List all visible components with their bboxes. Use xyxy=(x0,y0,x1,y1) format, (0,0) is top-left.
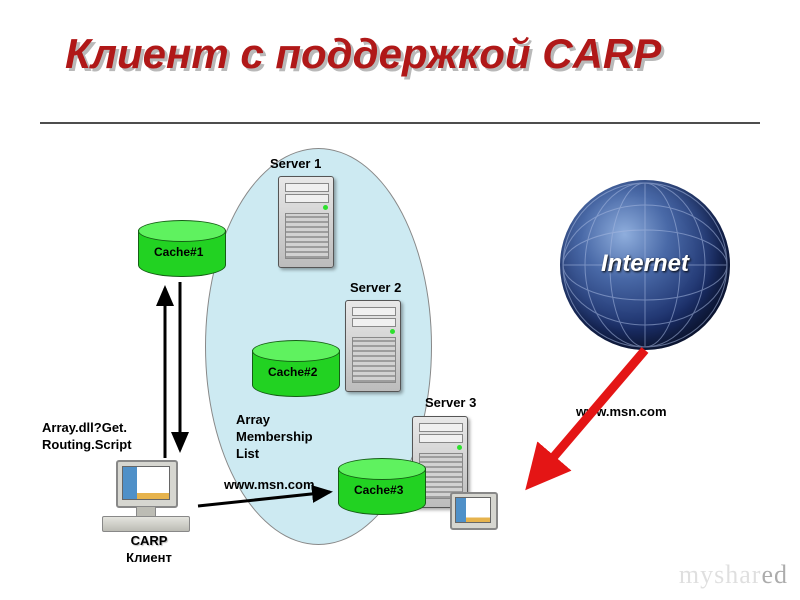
carp-client-icon xyxy=(98,460,193,540)
array-dll-label: Array.dll?Get. Routing.Script xyxy=(42,420,132,454)
slide-canvas: Клиент с поддержкой CARP Клиент с поддер… xyxy=(0,0,800,600)
msn-right-label: www.msn.com xyxy=(576,404,667,421)
server1-icon xyxy=(278,176,340,274)
internet-label: Internet xyxy=(560,250,730,278)
watermark: myshared xyxy=(679,560,788,590)
internet-globe-icon: Internet xyxy=(560,180,730,350)
server1-label: Server 1 xyxy=(270,156,321,171)
server3-monitor-icon xyxy=(450,492,498,532)
cache3-label: Cache#3 xyxy=(354,483,403,497)
server2-icon xyxy=(345,300,407,398)
msn-left-label: www.msn.com xyxy=(224,477,315,494)
cache2-label: Cache#2 xyxy=(268,365,317,379)
slide-title: Клиент с поддержкой CARP xyxy=(65,30,661,78)
array-membership-label: Array Membership List xyxy=(236,412,313,463)
server2-label: Server 2 xyxy=(350,280,401,295)
cache1-label: Cache#1 xyxy=(154,245,203,259)
carp-client-label: CARP Клиент xyxy=(104,533,194,567)
title-divider xyxy=(40,122,760,124)
server3-label: Server 3 xyxy=(425,395,476,410)
